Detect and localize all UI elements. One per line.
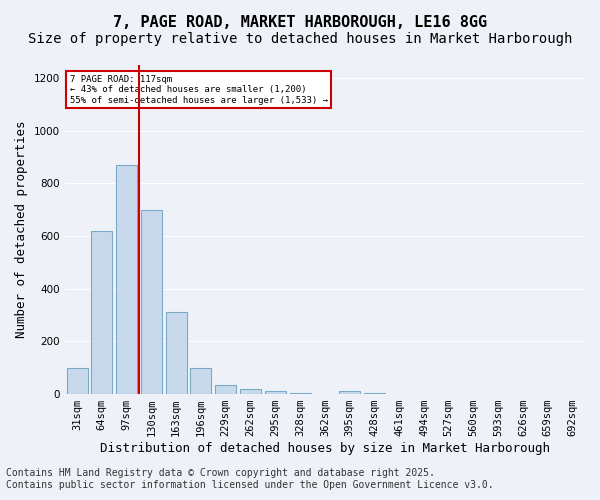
Text: Size of property relative to detached houses in Market Harborough: Size of property relative to detached ho… — [28, 32, 572, 46]
Y-axis label: Number of detached properties: Number of detached properties — [15, 121, 28, 338]
Bar — [166, 312, 187, 394]
Bar — [116, 165, 137, 394]
Bar — [265, 392, 286, 394]
Bar — [141, 210, 162, 394]
Text: 7 PAGE ROAD: 117sqm
← 43% of detached houses are smaller (1,200)
55% of semi-det: 7 PAGE ROAD: 117sqm ← 43% of detached ho… — [70, 75, 328, 104]
Bar — [240, 389, 261, 394]
X-axis label: Distribution of detached houses by size in Market Harborough: Distribution of detached houses by size … — [100, 442, 550, 455]
Text: 7, PAGE ROAD, MARKET HARBOROUGH, LE16 8GG: 7, PAGE ROAD, MARKET HARBOROUGH, LE16 8G… — [113, 15, 487, 30]
Bar — [339, 392, 360, 394]
Bar — [364, 393, 385, 394]
Bar — [290, 393, 311, 394]
Bar — [67, 368, 88, 394]
Bar — [215, 385, 236, 394]
Text: Contains HM Land Registry data © Crown copyright and database right 2025.
Contai: Contains HM Land Registry data © Crown c… — [6, 468, 494, 490]
Bar — [190, 368, 211, 394]
Bar — [91, 231, 112, 394]
